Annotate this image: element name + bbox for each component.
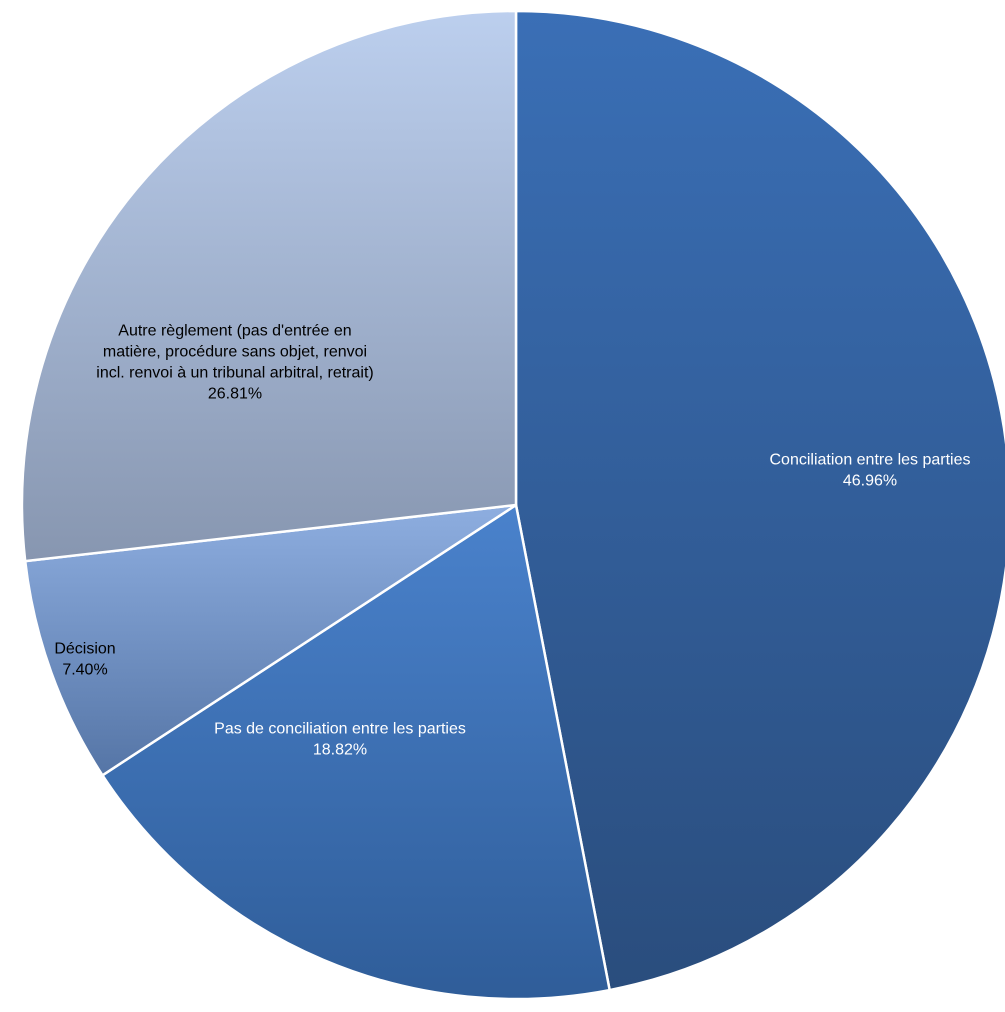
slice-category-label: Autre règlement (pas d'entrée en: [118, 323, 351, 340]
slice-category-label: matière, procédure sans objet, renvoi: [103, 344, 367, 361]
slice-label-3: Décision 7.40%: [54, 641, 115, 679]
slice-category-label: incl. renvoi à un tribunal arbitral, ret…: [96, 365, 373, 382]
slice-value-label: 46.96%: [843, 473, 897, 490]
pie-slice-3: [23, 503, 518, 777]
slice-category-label: Conciliation entre les parties: [770, 452, 971, 469]
pie-slice-4: [20, 9, 518, 563]
slice-value-label: 26.81%: [208, 386, 262, 403]
slice-category-label: Décision: [54, 641, 115, 658]
slices-layer: [20, 9, 1005, 1001]
pie-slice-1: [514, 9, 1005, 992]
slice-value-label: 18.82%: [313, 742, 367, 759]
labels-layer: Conciliation entre les parties 46.96% Pas …: [54, 323, 970, 759]
slice-label-1: Conciliation entre les parties 46.96%: [770, 452, 971, 490]
slice-value-label: 7.40%: [62, 662, 107, 679]
slice-label-4: Autre règlement (pas d'entrée en matière,…: [96, 323, 373, 403]
pie-slice-2: [101, 503, 611, 1001]
slice-category-label: Pas de conciliation entre les parties: [214, 721, 466, 738]
slice-label-2: Pas de conciliation entre les parties 18.…: [214, 721, 466, 759]
